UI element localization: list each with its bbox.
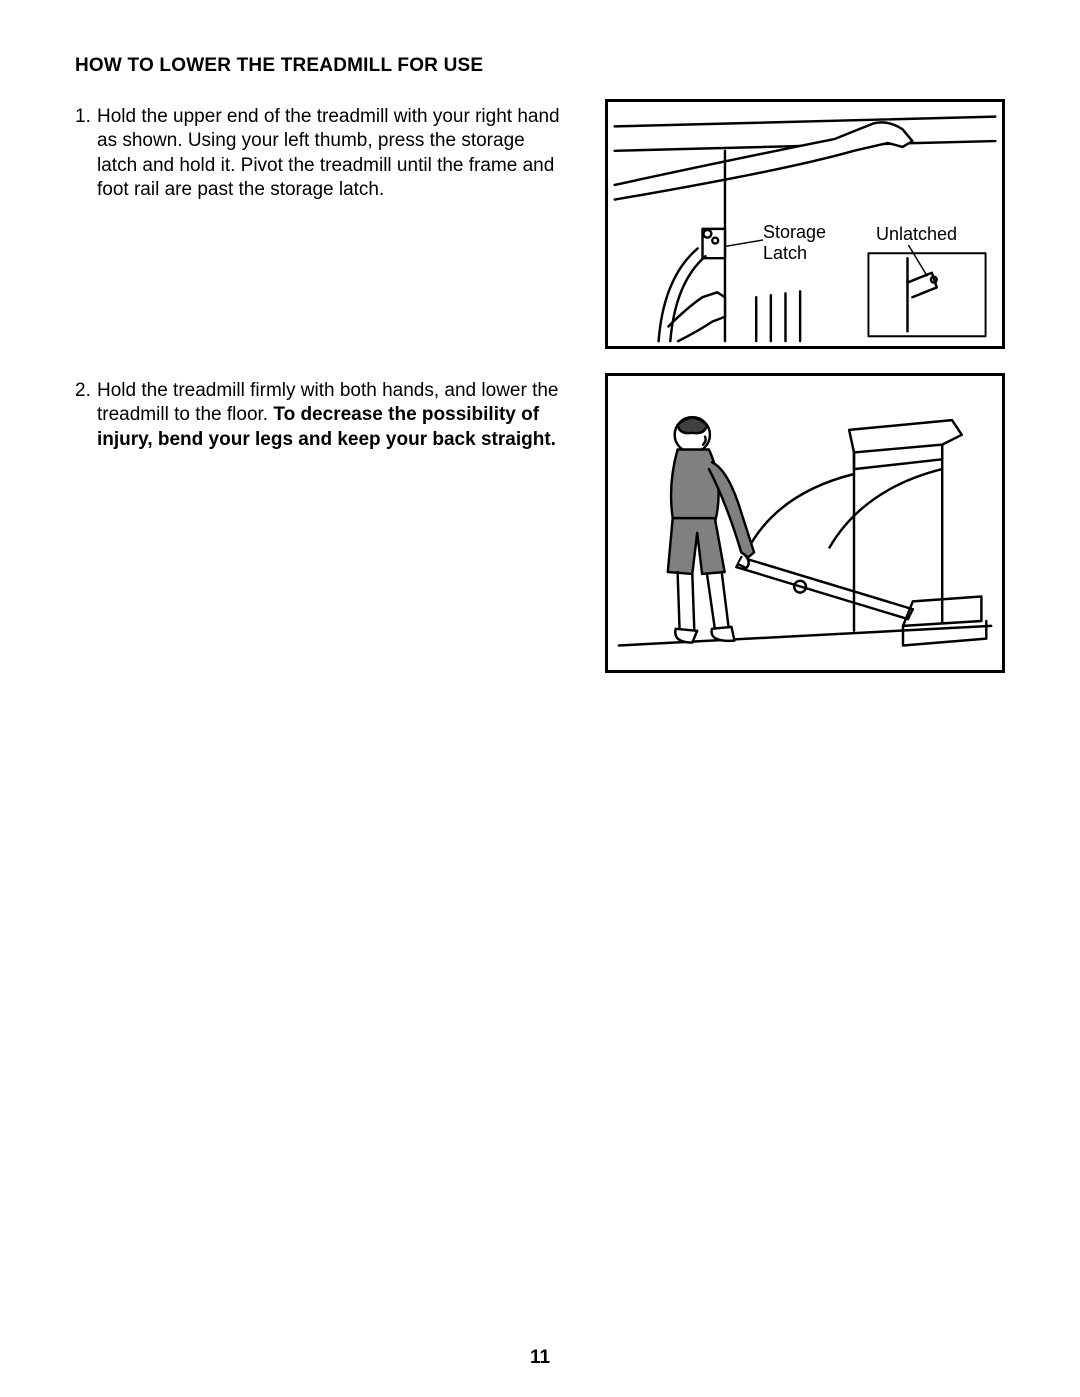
- figure-1-storage-latch: StorageLatch Unlatched: [605, 99, 1005, 349]
- figure-2-lowering: [605, 373, 1005, 673]
- label-unlatched: Unlatched: [876, 224, 957, 245]
- step-1-text: 1. Hold the upper end of the treadmill w…: [75, 105, 570, 202]
- step-1-section: 1. Hold the upper end of the treadmill w…: [75, 105, 1005, 349]
- step-2-body: Hold the treadmill firmly with both hand…: [97, 379, 570, 452]
- step-2-text: 2. Hold the treadmill firmly with both h…: [75, 379, 570, 452]
- label-storage-latch: StorageLatch: [763, 222, 826, 263]
- section-heading: HOW TO LOWER THE TREADMILL FOR USE: [75, 55, 1005, 77]
- step-2-section: 2. Hold the treadmill firmly with both h…: [75, 379, 1005, 673]
- step-1-number: 1.: [75, 105, 97, 202]
- step-2-number: 2.: [75, 379, 97, 452]
- step-1-body: Hold the upper end of the treadmill with…: [97, 105, 570, 202]
- page-number: 11: [0, 1347, 1080, 1369]
